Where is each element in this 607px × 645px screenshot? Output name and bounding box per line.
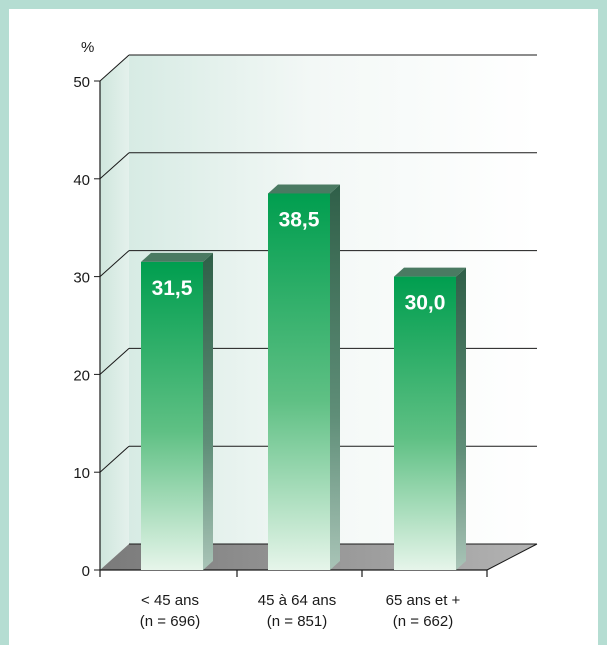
bar-value-label: 31,5 — [152, 277, 193, 300]
gridline-depth — [99, 54, 130, 82]
bar-value-label: 38,5 — [279, 208, 320, 231]
bar-side — [330, 184, 340, 570]
gridline-depth — [99, 445, 130, 473]
bar-top — [394, 267, 466, 277]
gridline-depth — [99, 250, 130, 277]
chart-panel: 0 10 20 30 40 50 31,5 < 45 ans (n = 696) 38,5 45 … — [9, 9, 598, 645]
bar-value-label: 30,0 — [405, 292, 446, 315]
y-tick-label: 30 — [73, 270, 90, 287]
labels: 31,5 < 45 ans (n = 696) 38,5 45 à 64 ans (n =… — [140, 208, 461, 630]
floor-right-edge — [486, 543, 538, 571]
y-tick-label: 0 — [82, 563, 90, 580]
bar-front — [268, 193, 330, 570]
y-tick-label: 10 — [73, 465, 90, 482]
bar — [268, 184, 340, 570]
x-category-label: 45 à 64 ans — [258, 592, 336, 609]
gridline-depth — [99, 152, 130, 180]
side-wall — [100, 55, 129, 570]
bar-top — [268, 184, 340, 194]
x-category-sample-size: (n = 696) — [140, 613, 200, 630]
x-category-sample-size: (n = 662) — [393, 613, 453, 630]
y-tick-label: 20 — [73, 367, 90, 384]
bar-side — [203, 252, 213, 570]
bar — [141, 252, 213, 570]
x-category-label: < 45 ans — [141, 592, 199, 609]
bar-side — [456, 267, 466, 570]
bar-top — [141, 252, 213, 262]
bars — [141, 184, 466, 570]
x-category-sample-size: (n = 851) — [267, 613, 327, 630]
bar-front — [394, 276, 456, 570]
bar-chart: 0 10 20 30 40 50 31,5 < 45 ans (n = 696) 38,5 45 … — [73, 39, 538, 630]
bar — [394, 267, 466, 570]
y-tick-label: 50 — [73, 74, 90, 91]
x-category-label: 65 ans et + — [386, 592, 461, 609]
y-tick-label: 40 — [73, 172, 90, 189]
gridline-depth — [99, 348, 130, 375]
bar-front — [141, 261, 203, 570]
y-axis-unit-label: % — [81, 39, 94, 56]
